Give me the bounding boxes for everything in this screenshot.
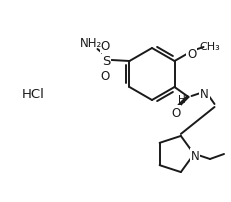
Text: NH₂: NH₂ (80, 37, 102, 50)
Text: S: S (102, 55, 110, 68)
Text: N: N (190, 149, 198, 162)
Text: O: O (100, 40, 110, 53)
Text: N: N (199, 87, 208, 101)
Text: H: H (177, 95, 185, 104)
Text: O: O (186, 48, 195, 61)
Text: CH₃: CH₃ (198, 42, 219, 52)
Text: O: O (100, 70, 110, 83)
Text: O: O (170, 106, 179, 119)
Text: HCl: HCl (22, 88, 45, 101)
